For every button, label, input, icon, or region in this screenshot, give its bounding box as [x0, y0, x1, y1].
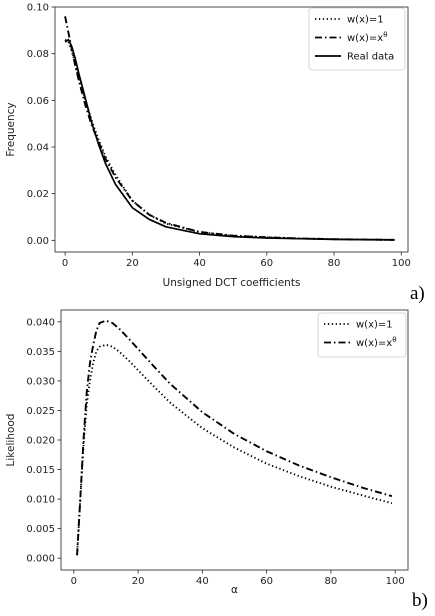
y-tick-label: 0.035 [26, 347, 55, 358]
y-tick-label: 0.02 [27, 189, 49, 200]
y-tick-label: 0.040 [26, 317, 55, 328]
x-tick-label: 60 [260, 576, 273, 587]
x-axis-label: α [231, 584, 238, 596]
y-tick-label: 0.010 [26, 495, 55, 506]
y-tick-label: 0.00 [27, 236, 49, 247]
plot-frame [54, 6, 409, 253]
x-tick-label: 0 [71, 576, 77, 587]
y-tick-label: 0.04 [27, 143, 49, 154]
x-tick-label: 0 [62, 258, 68, 269]
x-tick-label: 100 [386, 576, 405, 587]
y-tick-label: 0.030 [26, 376, 55, 387]
x-tick-label: 80 [325, 576, 338, 587]
legend: w(x)=1 w(x)=xθ Real data [308, 7, 406, 71]
x-axis-label: Unsigned DCT coefficients [163, 277, 301, 289]
legend-entry-superscript: θ [392, 336, 396, 344]
y-axis-label: Frequency [5, 102, 17, 156]
chart-panel-a: 0 20 40 60 80 100 0.00 0.02 0.04 0.06 0.08 0.10 Unsi… [5, 3, 425, 305]
x-tick-label: 40 [196, 576, 209, 587]
chart-panel-b: 0 20 40 60 80 100 0.000 0.005 0.010 0.015 0.020 0.0… [5, 309, 428, 611]
x-tick-label: 20 [126, 258, 139, 269]
y-tick-label: 0.10 [27, 3, 49, 14]
x-tick-label: 40 [193, 258, 206, 269]
y-tick-label: 0.08 [27, 49, 49, 60]
panel-label: b) [412, 590, 428, 611]
y-tick-label: 0.020 [26, 436, 55, 447]
x-tick-label: 80 [328, 258, 341, 269]
x-tick-label: 100 [392, 258, 411, 269]
y-tick-label: 0.005 [26, 524, 55, 535]
series-line-1 [76, 343, 393, 556]
x-tick-label: 60 [260, 258, 273, 269]
legend: w(x)=1 w(x)=xθ [317, 312, 407, 358]
legend-entry-superscript: θ [383, 31, 387, 39]
series-line-2 [76, 319, 393, 556]
legend-entry: w(x)=1 [356, 320, 393, 331]
legend-box [308, 7, 406, 71]
y-tick-label: 0.06 [27, 96, 49, 107]
legend-entry: w(x)=xθ [356, 336, 397, 349]
series-line-3 [64, 38, 395, 241]
x-tick-label: 20 [132, 576, 145, 587]
legend-entry: Real data [347, 52, 394, 63]
y-tick-label: 0.025 [26, 406, 55, 417]
y-tick-label: 0.015 [26, 465, 55, 476]
panel-label: a) [410, 283, 425, 304]
legend-entry: w(x)=xθ [347, 31, 388, 44]
legend-entry: w(x)=1 [347, 15, 384, 26]
y-axis-label: Likelihood [5, 414, 17, 467]
y-tick-label: 0.000 [26, 554, 55, 565]
